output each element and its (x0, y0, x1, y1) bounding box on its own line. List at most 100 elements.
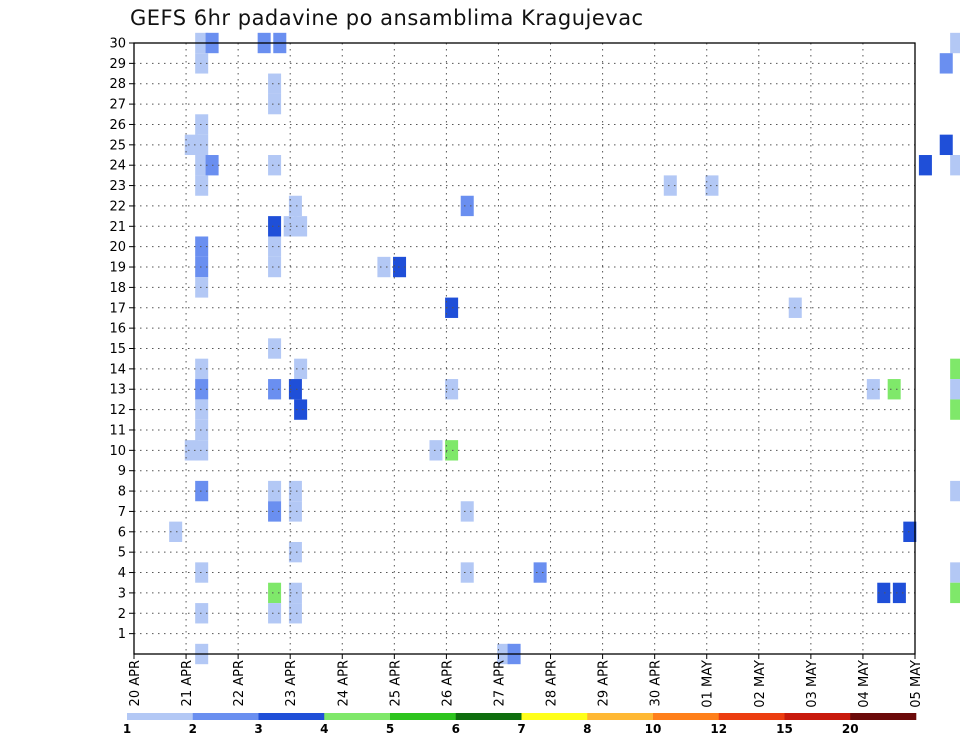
x-tick-label: 01 MAY (701, 660, 716, 708)
x-tick-label: 22 APR (232, 660, 247, 706)
colorbar-swatch (127, 713, 194, 720)
colorbar-swatch (784, 713, 851, 720)
y-tick-label: 5 (118, 546, 126, 561)
x-tick-label: 02 MAY (753, 660, 768, 708)
y-tick-label: 27 (109, 98, 126, 113)
heatmap-cell (268, 501, 282, 522)
x-tick-label: 29 APR (597, 660, 612, 706)
y-tick-label: 26 (109, 118, 126, 133)
y-tick-label: 25 (109, 138, 126, 153)
chart-title: GEFS 6hr padavine po ansamblima Kragujev… (130, 6, 644, 30)
y-tick-label: 18 (109, 281, 126, 296)
heatmap-cell (195, 114, 209, 135)
heatmap-cell (195, 480, 209, 502)
heatmap-cell (184, 440, 198, 461)
colorbar-label: 3 (254, 722, 262, 736)
y-axis: 1234567891011121314151617181920212223242… (109, 37, 134, 642)
y-tick-label: 19 (109, 261, 126, 276)
heatmap-cell (268, 236, 282, 257)
y-tick-label: 23 (109, 179, 126, 194)
y-tick-label: 2 (118, 607, 126, 622)
colorbar-label: 2 (189, 722, 197, 736)
colorbar-label: 4 (320, 722, 328, 736)
x-tick-label: 25 APR (388, 660, 403, 706)
y-tick-label: 29 (109, 57, 126, 72)
x-tick-label: 24 APR (336, 660, 351, 706)
heatmap-cell (288, 603, 302, 624)
heatmap-cell (169, 521, 183, 542)
colorbar-swatch (455, 713, 522, 720)
heatmap-cell (294, 216, 308, 237)
heatmap-cell (294, 399, 308, 420)
colorbar-swatch (324, 713, 391, 720)
heatmap-cell (268, 379, 282, 400)
heatmap-cells (169, 32, 960, 665)
heatmap-cell (195, 603, 209, 624)
heatmap-cell (195, 277, 209, 298)
heatmap-cell (393, 256, 407, 278)
x-tick-label: 21 APR (180, 660, 195, 706)
heatmap-cell (288, 541, 302, 563)
heatmap-cell (195, 175, 209, 196)
x-tick-label: 27 APR (492, 660, 507, 706)
y-tick-label: 8 (118, 485, 126, 500)
colorbar-swatch (521, 713, 588, 720)
heatmap-cell (288, 501, 302, 522)
colorbar-label: 8 (583, 722, 591, 736)
y-tick-label: 30 (109, 37, 126, 52)
heatmap-cell (195, 440, 209, 461)
heatmap-cell (950, 562, 960, 583)
colorbar-label: 7 (517, 722, 525, 736)
y-tick-label: 3 (118, 586, 126, 601)
colorbar-label: 10 (645, 722, 662, 736)
y-tick-label: 16 (109, 322, 126, 337)
heatmap-cell (939, 134, 953, 156)
x-tick-label: 26 APR (440, 660, 455, 706)
heatmap-cell (533, 562, 547, 583)
y-tick-label: 20 (109, 240, 126, 255)
y-tick-label: 22 (109, 199, 126, 214)
heatmap-cell (195, 399, 209, 420)
heatmap-cell (950, 582, 960, 604)
heatmap-cell (445, 379, 459, 400)
heatmap-cell (460, 562, 474, 583)
heatmap-cell (877, 582, 891, 604)
y-tick-label: 12 (109, 403, 126, 418)
heatmap-cell (903, 521, 917, 542)
heatmap-cell (268, 603, 282, 624)
colorbar-label: 20 (842, 722, 859, 736)
y-tick-label: 14 (109, 362, 126, 377)
heatmap-cell (892, 582, 906, 604)
colorbar-label: 6 (452, 722, 460, 736)
colorbar-label: 15 (776, 722, 793, 736)
y-tick-label: 1 (118, 627, 126, 642)
y-tick-label: 7 (118, 505, 126, 520)
heatmap-cell (950, 155, 960, 176)
heatmap-cell (195, 419, 209, 441)
heatmap-cell (195, 53, 209, 74)
colorbar-swatch (192, 713, 259, 720)
heatmap-cell (195, 256, 209, 278)
heatmap-cell (288, 195, 302, 217)
y-tick-label: 21 (109, 220, 126, 235)
x-tick-label: 28 APR (545, 660, 560, 706)
heatmap-cell (445, 297, 459, 318)
heatmap-cell (460, 501, 474, 522)
heatmap-cell (887, 379, 901, 400)
heatmap-cell (288, 480, 302, 502)
colorbar-swatch (258, 713, 325, 720)
heatmap-cell (288, 379, 302, 400)
x-tick-label: 30 APR (649, 660, 664, 706)
heatmap-cell (268, 155, 282, 176)
heatmap-cell (445, 440, 459, 461)
heatmap-cell (950, 32, 960, 54)
heatmap-cell (268, 216, 282, 237)
y-tick-label: 24 (109, 159, 126, 174)
heatmap-cell (268, 256, 282, 278)
heatmap-cell (460, 195, 474, 217)
y-tick-label: 4 (118, 566, 126, 581)
y-tick-label: 10 (109, 444, 126, 459)
colorbar-swatch (587, 713, 654, 720)
heatmap-cell (268, 480, 282, 502)
grid-lines (134, 42, 915, 654)
